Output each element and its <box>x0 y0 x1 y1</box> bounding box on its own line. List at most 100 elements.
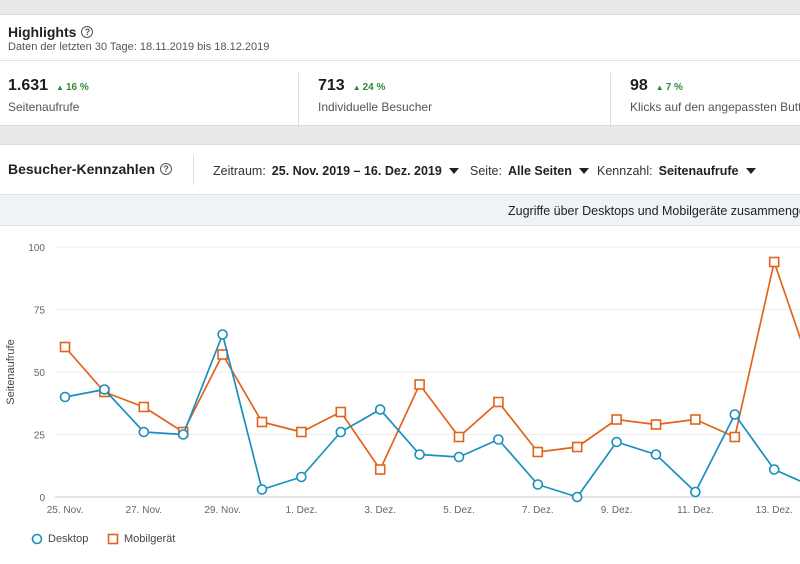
highlights-subtitle: Daten der letzten 30 Tage: 18.11.2019 bi… <box>8 41 270 53</box>
data-point-mobile <box>414 379 425 390</box>
x-tick-label: 3. Dez. <box>364 505 396 516</box>
data-point-mobile <box>296 426 307 438</box>
caret-down-icon <box>448 168 459 174</box>
data-point-mobile <box>493 396 504 408</box>
highlights-card: Highlights ? Daten der letzten 30 Tage: … <box>0 14 800 129</box>
metric-delta: ▲ 24 % <box>352 82 386 93</box>
triangle-up-icon: ▲ <box>56 83 64 92</box>
timerange-label: Zeitraum: <box>213 164 266 178</box>
metric-dropdown-label: Kennzahl: <box>597 164 653 178</box>
legend-label: Desktop <box>48 533 89 545</box>
metric-separator <box>610 73 611 129</box>
visitor-metrics-header: Besucher-Kennzahlen ? <box>8 161 173 177</box>
x-tick-label: 13. Dez. <box>756 505 793 516</box>
series-line-desktop <box>64 333 800 498</box>
metric-delta: ▲ 16 % <box>56 82 89 93</box>
help-icon[interactable]: ? <box>81 26 94 38</box>
legend-square-marker <box>107 533 119 545</box>
data-point-mobile <box>690 414 701 425</box>
data-point-mobile <box>335 406 347 418</box>
help-icon[interactable]: ? <box>160 163 173 175</box>
data-point-mobile <box>138 401 150 413</box>
visitor-metrics-card: Besucher-Kennzahlen ? Zeitraum: 25. Nov.… <box>0 144 800 564</box>
data-point-desktop <box>177 429 189 440</box>
toolbar-separator <box>193 155 194 185</box>
x-tick-label: 27. Nov. <box>126 505 163 516</box>
metric-value: 713 <box>318 77 345 94</box>
y-tick-label: 25 <box>34 431 46 442</box>
data-point-desktop <box>59 391 71 403</box>
divider <box>0 60 800 61</box>
data-point-desktop <box>690 486 701 498</box>
metric-label: Klicks auf den angepassten Button <box>630 100 800 114</box>
data-point-mobile <box>650 419 662 430</box>
x-tick-label: 29. Nov. <box>204 505 241 516</box>
metric-dropdown-value: Seitenaufrufe <box>658 164 739 178</box>
data-point-mobile <box>453 431 465 443</box>
legend-circle-marker <box>31 533 43 545</box>
caret-down-icon <box>745 168 756 174</box>
x-tick-label: 5. Dez. <box>443 505 475 516</box>
highlights-title: Highlights <box>8 24 77 40</box>
data-point-desktop <box>571 491 583 503</box>
x-tick-label: 9. Dez. <box>601 505 633 516</box>
metric-value: 98 <box>630 77 648 94</box>
caret-down-icon <box>578 168 589 174</box>
metric-unique-visitors: 713 ▲ 24 % Individuelle Besucher <box>318 77 432 114</box>
data-point-mobile <box>59 341 71 353</box>
data-point-desktop <box>217 329 228 340</box>
data-point-desktop <box>296 471 307 483</box>
data-point-desktop <box>532 479 544 490</box>
legend-label: Mobilgerät <box>124 533 176 545</box>
y-axis-label: Seitenaufrufe <box>5 339 17 404</box>
metric-separator <box>298 73 299 129</box>
data-point-desktop <box>138 426 150 438</box>
data-point-desktop <box>650 449 662 460</box>
metric-button-clicks: 98 ▲ 7 % Klicks auf den angepassten Butto… <box>630 77 800 114</box>
timerange-value: 25. Nov. 2019 – 16. Dez. 2019 <box>271 164 442 178</box>
legend-item-mobile[interactable]: Mobilgerät <box>106 532 175 546</box>
page-dropdown[interactable]: Seite: Alle Seiten <box>470 164 589 178</box>
y-tick-label: 100 <box>28 243 45 254</box>
y-tick-label: 50 <box>34 368 46 379</box>
data-point-mobile <box>611 414 622 425</box>
x-tick-label: 1. Dez. <box>286 505 318 516</box>
data-point-mobile <box>768 256 780 268</box>
metric-delta: ▲ 7 % <box>655 82 683 93</box>
data-point-mobile <box>256 416 268 428</box>
data-point-desktop <box>493 434 504 445</box>
data-point-mobile <box>532 446 544 458</box>
x-tick-label: 11. Dez. <box>677 505 714 516</box>
data-point-mobile <box>217 349 228 360</box>
data-point-desktop <box>256 484 268 495</box>
triangle-up-icon: ▲ <box>655 83 664 92</box>
page-views-line-chart: 0 25 50 75 100 Seitenaufrufe 25. Nov. 27. Nov. 2… <box>5 243 800 516</box>
timerange-dropdown[interactable]: Zeitraum: 25. Nov. 2019 – 16. Dez. 2019 <box>213 164 459 178</box>
series-line-mobile <box>64 261 800 471</box>
metric-value: 1.631 <box>8 77 49 94</box>
visitor-metrics-toolbar: Besucher-Kennzahlen ? Zeitraum: 25. Nov.… <box>0 145 800 195</box>
triangle-up-icon: ▲ <box>352 83 361 92</box>
data-point-desktop <box>99 384 110 395</box>
data-point-desktop <box>453 451 465 463</box>
data-point-desktop <box>335 426 347 438</box>
aggregation-banner-text: Zugriffe über Desktops und Mobilgeräte z… <box>508 204 800 218</box>
data-point-desktop <box>611 436 622 448</box>
legend-item-desktop[interactable]: Desktop <box>30 532 88 546</box>
highlights-header: Highlights ? <box>8 24 94 40</box>
metric-label: Seitenaufrufe <box>8 100 80 114</box>
page-label: Seite: <box>470 164 502 178</box>
metric-label: Individuelle Besucher <box>318 100 433 114</box>
data-point-desktop <box>414 449 425 460</box>
data-point-desktop <box>768 464 780 475</box>
data-point-mobile <box>729 431 741 443</box>
data-point-mobile <box>571 441 583 453</box>
metric-page-views: 1.631 ▲ 16 % Seitenaufrufe <box>8 77 89 114</box>
aggregation-banner: Zugriffe über Desktops und Mobilgeräte z… <box>0 194 800 226</box>
metric-dropdown[interactable]: Kennzahl: Seitenaufrufe <box>597 164 756 178</box>
y-tick-label: 75 <box>34 306 46 317</box>
y-tick-label: 0 <box>39 493 45 504</box>
x-tick-label: 25. Nov. <box>47 505 84 516</box>
data-point-desktop <box>374 404 386 415</box>
x-tick-label: 7. Dez. <box>522 505 554 516</box>
